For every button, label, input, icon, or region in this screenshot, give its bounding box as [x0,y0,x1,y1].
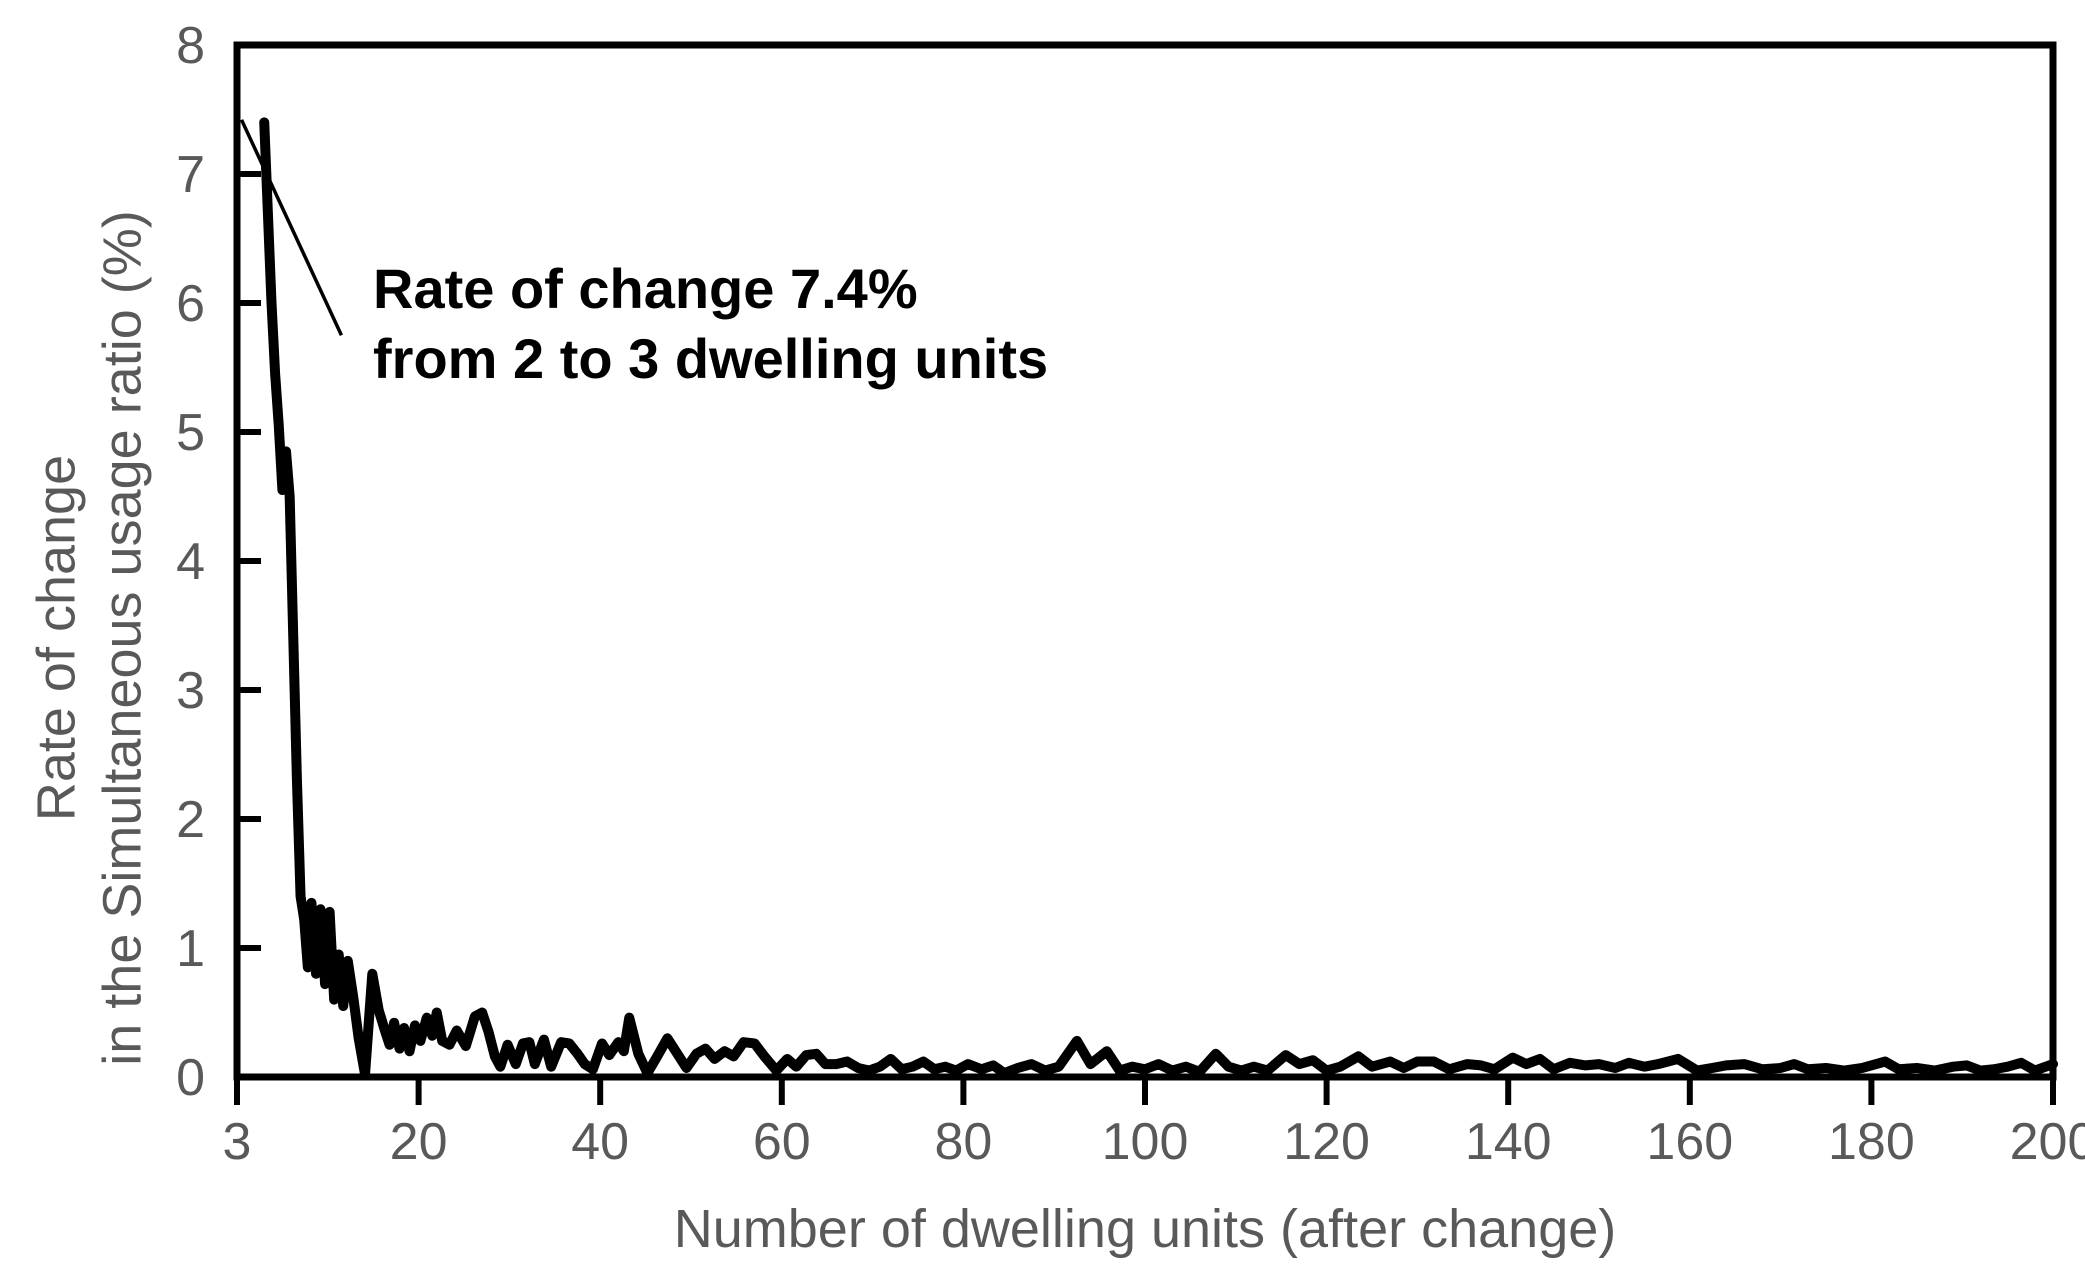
x-tick-label: 100 [1102,1113,1189,1171]
x-tick-label: 3 [223,1113,252,1171]
plot-frame [233,41,2057,1081]
y-tick-label: 5 [176,404,205,462]
x-tick-label: 160 [1646,1113,1733,1171]
x-tick-label: 140 [1465,1113,1552,1171]
y-tick-label: 1 [176,920,205,978]
y-tick-label: 8 [176,17,205,75]
y-tick-label: 6 [176,275,205,333]
y-tick-label: 4 [176,533,205,591]
x-tick-label: 40 [571,1113,629,1171]
y-tick-label: 7 [176,146,205,204]
peak-annotation: Rate of change 7.4% from 2 to 3 dwelling… [373,254,1048,394]
peak-annotation-line2: from 2 to 3 dwelling units [373,327,1049,390]
x-tick-label: 20 [390,1113,448,1171]
annotation-leader-line [239,119,344,336]
series-line-rate-of-change [259,117,2058,1080]
x-axis-title: Number of dwelling units (after change) [673,1199,1617,1259]
x-tick-label: 180 [1828,1113,1915,1171]
y-tick-label: 0 [176,1049,205,1107]
x-tick-label: 60 [753,1113,811,1171]
x-tick-label: 120 [1283,1113,1370,1171]
x-tick-label: 80 [934,1113,992,1171]
peak-annotation-line1: Rate of change 7.4% [373,257,918,320]
y-tick-label: 3 [176,662,205,720]
y-tick-label: 2 [176,791,205,849]
x-tick-label: 200 [2010,1113,2085,1171]
